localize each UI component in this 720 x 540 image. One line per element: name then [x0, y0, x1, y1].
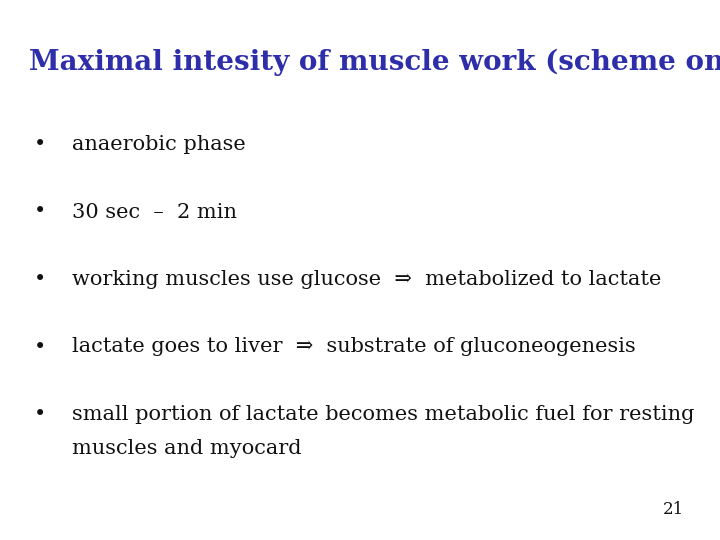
Text: lactate goes to liver  ⇒  substrate of gluconeogenesis: lactate goes to liver ⇒ substrate of glu… [72, 338, 636, 356]
Text: anaerobic phase: anaerobic phase [72, 135, 246, 154]
Text: •: • [33, 405, 46, 424]
Text: working muscles use glucose  ⇒  metabolized to lactate: working muscles use glucose ⇒ metabolize… [72, 270, 662, 289]
Text: 30 sec  –  2 min: 30 sec – 2 min [72, 202, 237, 221]
Text: small portion of lactate becomes metabolic fuel for resting: small portion of lactate becomes metabol… [72, 405, 694, 424]
Text: •: • [33, 135, 46, 154]
Text: Maximal intesity of muscle work (scheme on p. 94): Maximal intesity of muscle work (scheme … [29, 49, 720, 76]
Text: •: • [33, 202, 46, 221]
Text: muscles and myocard: muscles and myocard [72, 438, 302, 458]
Text: •: • [33, 270, 46, 289]
Text: •: • [33, 338, 46, 356]
Text: 21: 21 [662, 502, 684, 518]
